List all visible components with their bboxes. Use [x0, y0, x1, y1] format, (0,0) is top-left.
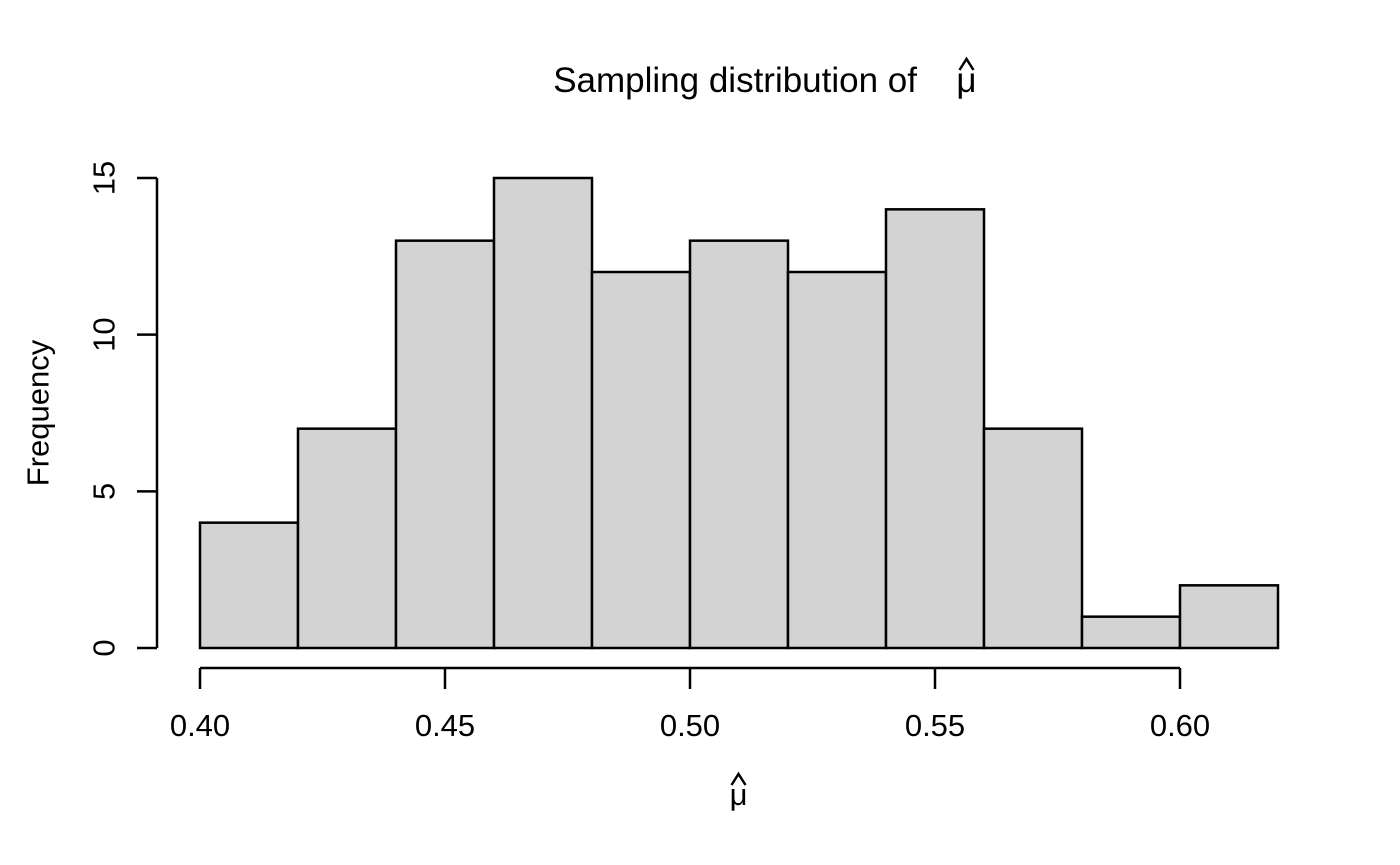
x-axis-hat-accent — [730, 771, 747, 786]
histogram-bar — [590, 270, 692, 650]
histogram-bar — [688, 239, 790, 650]
y-axis-title: Frequency — [21, 339, 56, 486]
histogram-bar — [394, 239, 496, 650]
chart-title-mu-symbol: μ — [956, 61, 976, 100]
y-tick-label: 0 — [87, 639, 122, 656]
y-tick-label: 15 — [87, 161, 122, 195]
histogram-bar — [786, 270, 888, 650]
bars-group — [198, 176, 1280, 650]
x-tick-label: 0.45 — [415, 708, 475, 743]
y-tick-label: 10 — [87, 317, 122, 351]
histogram-bar — [1080, 615, 1182, 650]
histogram-bar — [296, 427, 398, 650]
histogram-bar — [198, 521, 300, 650]
x-tick-label: 0.60 — [1150, 708, 1210, 743]
x-tick-label: 0.40 — [170, 708, 230, 743]
y-tick-label: 5 — [87, 483, 122, 500]
histogram-bar — [492, 176, 594, 650]
histogram-bar — [1178, 584, 1280, 650]
x-axis-title-mu-symbol: μ — [730, 777, 748, 812]
x-tick-label: 0.50 — [660, 708, 720, 743]
histogram-bar — [982, 427, 1084, 650]
chart-title: Sampling distribution of — [553, 61, 917, 100]
title-hat-accent — [958, 56, 975, 71]
histogram-bar — [884, 208, 986, 650]
axes-group: 0.40 0.45 0.50 0.55 0.60 0 5 10 15 — [87, 161, 1211, 743]
x-tick-label: 0.55 — [905, 708, 965, 743]
